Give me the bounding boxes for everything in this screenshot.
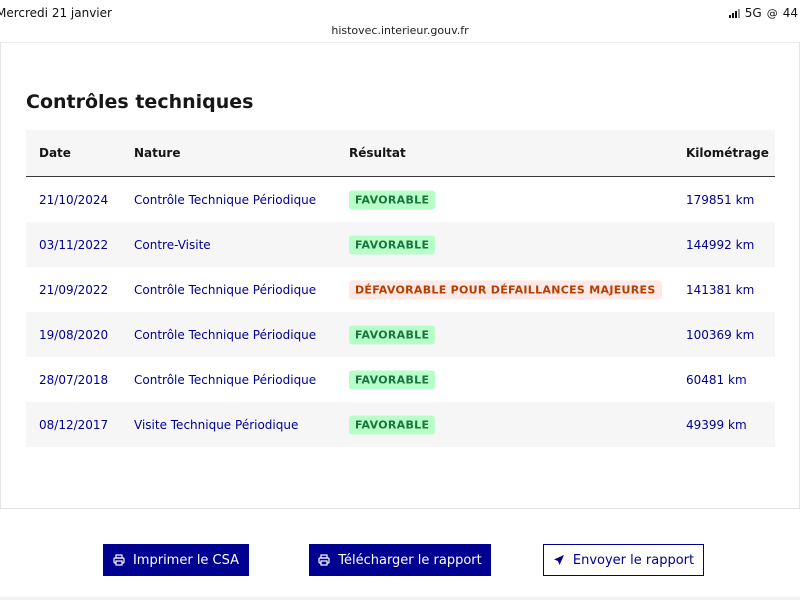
section-title: Contrôles techniques bbox=[26, 91, 254, 113]
row-nature: Visite Technique Périodique bbox=[134, 417, 299, 432]
row-nature: Contrôle Technique Périodique bbox=[134, 372, 317, 387]
inspections-table: Date Nature Résultat Kilométrage 21/10/2… bbox=[26, 130, 775, 447]
result-badge: DÉFAVORABLE POUR DÉFAILLANCES MAJEURES bbox=[349, 280, 662, 299]
row-date: 28/07/2018 bbox=[39, 372, 109, 387]
table-row: 03/11/2022 Contre-Visite FAVORABLE 14499… bbox=[26, 222, 775, 267]
table-row: 21/10/2024 Contrôle Technique Périodique… bbox=[26, 177, 775, 222]
result-badge: FAVORABLE bbox=[349, 415, 436, 434]
printer-icon bbox=[318, 554, 330, 566]
row-date: 19/08/2020 bbox=[39, 327, 109, 342]
network-label: 5G bbox=[744, 6, 762, 20]
result-badge: FAVORABLE bbox=[349, 325, 436, 344]
content-card: Contrôles techniques Date Nature Résulta… bbox=[0, 42, 800, 509]
row-nature: Contre-Visite bbox=[134, 237, 211, 252]
row-date: 08/12/2017 bbox=[39, 417, 109, 432]
header-mileage: Kilométrage bbox=[686, 146, 769, 160]
send-report-button[interactable]: Envoyer le rapport bbox=[543, 544, 704, 576]
result-badge: FAVORABLE bbox=[349, 235, 436, 254]
send-report-label: Envoyer le rapport bbox=[572, 552, 695, 568]
battery-level: 44 bbox=[782, 6, 798, 20]
header-date: Date bbox=[39, 146, 71, 160]
row-date: 03/11/2022 bbox=[39, 237, 109, 252]
url-text: histovec.interieur.gouv.fr bbox=[331, 24, 469, 37]
bottom-divider bbox=[0, 597, 800, 600]
row-nature: Contrôle Technique Périodique bbox=[134, 192, 317, 207]
row-mileage: 144992 km bbox=[686, 237, 755, 252]
status-date: Mercredi 21 janvier bbox=[0, 6, 112, 20]
download-report-label: Télécharger le rapport bbox=[338, 552, 482, 568]
row-date: 21/10/2024 bbox=[39, 192, 109, 207]
row-nature: Contrôle Technique Périodique bbox=[134, 282, 317, 297]
result-badge: FAVORABLE bbox=[349, 370, 436, 389]
location-icon: @ bbox=[766, 6, 778, 20]
download-report-button[interactable]: Télécharger le rapport bbox=[309, 544, 491, 576]
row-mileage: 141381 km bbox=[686, 282, 755, 297]
signal-icon bbox=[728, 8, 740, 18]
row-mileage: 100369 km bbox=[686, 327, 755, 342]
print-csa-label: Imprimer le CSA bbox=[132, 552, 240, 568]
header-result: Résultat bbox=[349, 146, 406, 160]
table-row: 28/07/2018 Contrôle Technique Périodique… bbox=[26, 357, 775, 402]
table-row: 21/09/2022 Contrôle Technique Périodique… bbox=[26, 267, 775, 312]
row-nature: Contrôle Technique Périodique bbox=[134, 327, 317, 342]
table-header: Date Nature Résultat Kilométrage bbox=[26, 130, 775, 177]
address-bar[interactable]: histovec.interieur.gouv.fr bbox=[0, 24, 800, 42]
row-mileage: 179851 km bbox=[686, 192, 755, 207]
table-row: 19/08/2020 Contrôle Technique Périodique… bbox=[26, 312, 775, 357]
send-icon bbox=[553, 554, 565, 566]
row-mileage: 49399 km bbox=[686, 417, 747, 432]
row-date: 21/09/2022 bbox=[39, 282, 109, 297]
row-mileage: 60481 km bbox=[686, 372, 747, 387]
status-bar: Mercredi 21 janvier 5G @ 44 bbox=[0, 0, 800, 24]
table-row: 08/12/2017 Visite Technique Périodique F… bbox=[26, 402, 775, 447]
status-indicators: 5G @ 44 bbox=[728, 6, 798, 20]
printer-icon bbox=[113, 554, 125, 566]
result-badge: FAVORABLE bbox=[349, 190, 436, 209]
header-nature: Nature bbox=[134, 146, 181, 160]
print-csa-button[interactable]: Imprimer le CSA bbox=[103, 544, 249, 576]
